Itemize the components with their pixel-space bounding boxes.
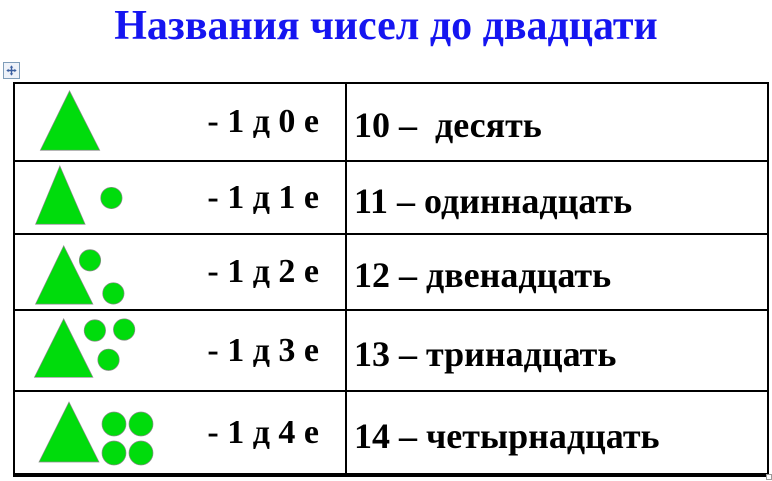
decomposition-label: - 1 д 1 е [207,178,319,216]
table-cell-graphic-14: - 1 д 4 е [15,392,347,475]
unit-dot [101,440,127,466]
tens-units-graphic [33,318,136,378]
decomposition-label: - 1 д 4 е [207,413,319,451]
decomposition-label: - 1 д 3 е [207,331,319,369]
numbers-table: - 1 д 0 е 10 – десять - 1 д 1 е 11 – оди… [13,82,769,477]
number-name-label: 11 – одиннадцать [354,180,633,221]
table-resize-handle[interactable] [766,474,772,480]
tens-triangle [34,244,94,305]
unit-dot [102,282,125,305]
tens-units-graphic [38,401,154,466]
tens-triangle [35,165,86,225]
table-cell-name-14: 14 – четырнадцать [347,392,767,475]
table-cell-name-11: 11 – одиннадцать [347,162,767,235]
tens-units-graphic [39,90,101,151]
tens-triangle [33,318,94,378]
unit-dot [128,440,154,466]
table-cell-graphic-13: - 1 д 3 е [15,311,347,392]
number-name-label: 12 – двенадцать [354,255,612,295]
unit-dot [100,186,123,210]
decomposition-label: - 1 д 2 е [207,253,319,290]
unit-dot [78,249,102,272]
tens-triangle [39,90,101,151]
tens-units-graphic [35,165,123,225]
table-cell-graphic-11: - 1 д 1 е [15,162,347,235]
page-title: Названия чисел до двадцати [114,3,658,49]
tens-triangle [38,401,100,463]
table-cell-name-13: 13 – тринадцать [347,311,767,392]
unit-dot [101,411,127,437]
tens-units-graphic [34,244,125,305]
table-cell-graphic-10: - 1 д 0 е [15,84,347,162]
decomposition-label: - 1 д 0 е [207,103,319,140]
unit-dot [97,348,120,371]
move-icon [6,65,17,76]
table-cell-graphic-12: - 1 д 2 е [15,235,347,311]
table-move-handle[interactable] [3,62,20,79]
table-cell-name-12: 12 – двенадцать [347,235,767,311]
unit-dot [113,318,136,341]
number-name-label: 14 – четырнадцать [354,415,660,456]
unit-dot [128,411,154,437]
table-cell-name-10: 10 – десять [347,84,767,162]
unit-dot [83,319,106,342]
number-name-label: 10 – десять [354,105,542,145]
number-name-label: 13 – тринадцать [354,333,617,374]
